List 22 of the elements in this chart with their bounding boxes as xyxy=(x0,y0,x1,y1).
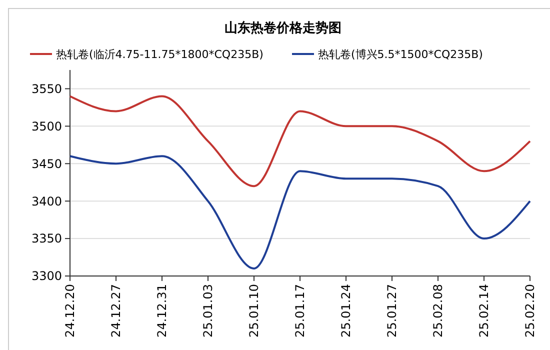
x-tick-label: 24.12.31 xyxy=(155,284,170,338)
y-tick-label: 3450 xyxy=(31,156,62,171)
x-tick-label: 25.01.10 xyxy=(247,284,262,338)
x-tick-label: 25.01.17 xyxy=(293,284,308,338)
y-tick-label: 3400 xyxy=(31,194,62,208)
y-tick-label: 3300 xyxy=(31,269,62,284)
y-tick-label: 3550 xyxy=(31,82,62,96)
line-series xyxy=(69,155,531,270)
legend-label: 热轧卷(博兴5.5*1500*CQ235B) xyxy=(318,48,483,61)
y-tick-label: 3500 xyxy=(31,119,62,134)
x-tick-label: 24.12.20 xyxy=(63,284,78,338)
x-tick-label: 24.12.27 xyxy=(109,284,124,338)
line-series xyxy=(69,95,531,188)
x-tick-label: 25.01.27 xyxy=(385,284,400,338)
x-tick-label: 25.01.24 xyxy=(339,284,354,338)
legend-label: 热轧卷(临沂4.75-11.75*1800*CQ235B) xyxy=(56,48,264,61)
chart-title: 山东热卷价格走势图 xyxy=(224,20,342,36)
x-tick-label: 25.02.14 xyxy=(477,284,492,338)
x-tick-label: 25.01.03 xyxy=(201,284,216,338)
x-tick-label: 25.02.20 xyxy=(523,284,538,338)
y-tick-label: 3350 xyxy=(31,232,62,246)
x-tick-label: 25.02.08 xyxy=(431,284,446,338)
